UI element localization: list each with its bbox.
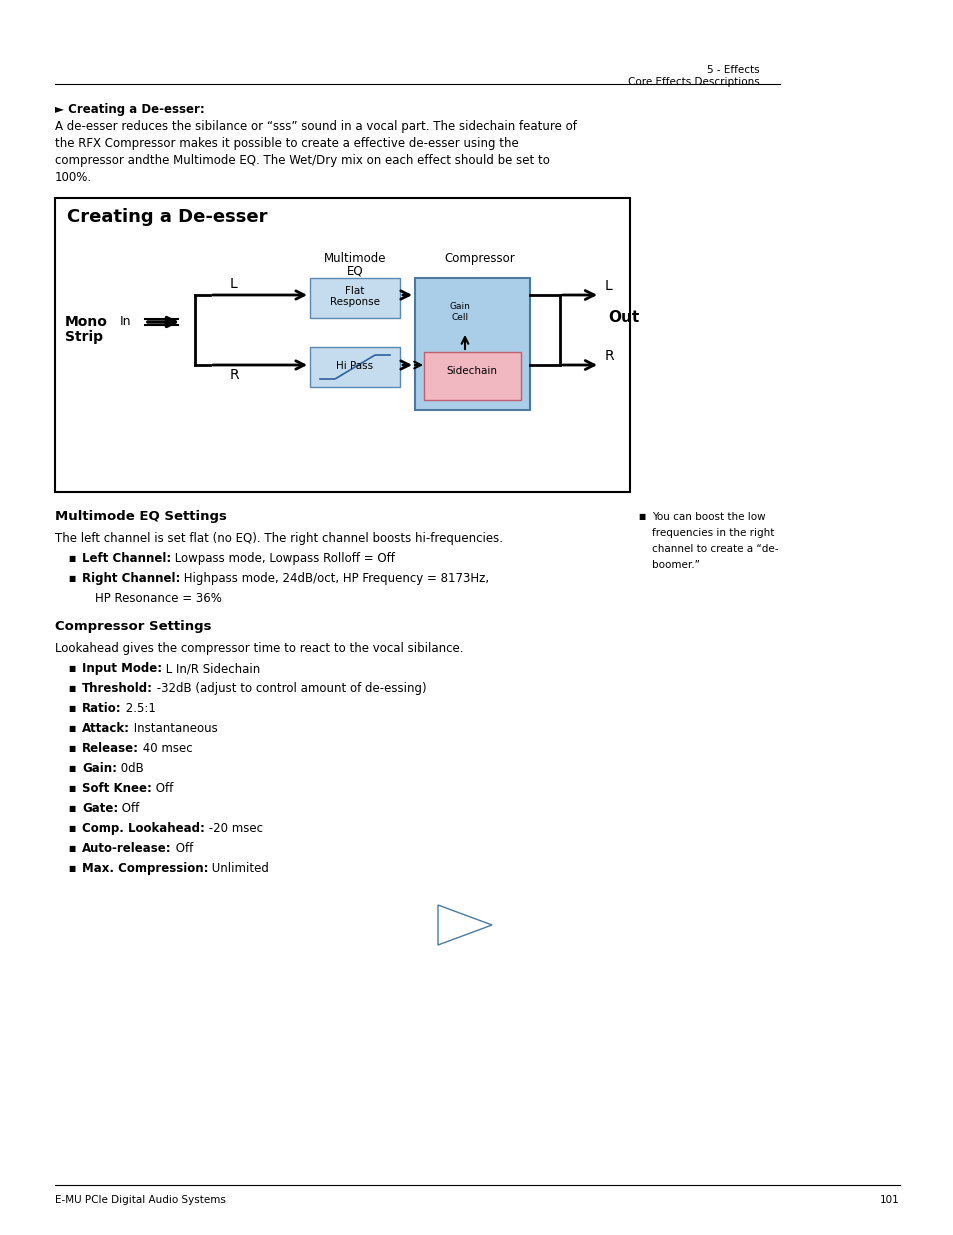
Text: ■: ■ <box>68 574 75 583</box>
Text: ■: ■ <box>68 804 75 813</box>
Text: Hi Pass: Hi Pass <box>336 361 374 370</box>
Text: Ratio:: Ratio: <box>82 701 121 715</box>
Text: Attack:: Attack: <box>82 722 130 735</box>
Text: Strip: Strip <box>65 330 103 345</box>
Bar <box>310 278 399 317</box>
Text: 101: 101 <box>880 1195 899 1205</box>
Text: 100%.: 100%. <box>55 170 92 184</box>
Text: Highpass mode, 24dB/oct, HP Frequency = 8173Hz,: Highpass mode, 24dB/oct, HP Frequency = … <box>180 572 489 585</box>
Text: E-MU PCIe Digital Audio Systems: E-MU PCIe Digital Audio Systems <box>55 1195 226 1205</box>
Text: R: R <box>230 368 239 382</box>
Polygon shape <box>437 905 492 945</box>
Text: ■: ■ <box>68 824 75 832</box>
Text: Instantaneous: Instantaneous <box>130 722 217 735</box>
Text: Gain:: Gain: <box>82 762 117 776</box>
Text: Right Channel:: Right Channel: <box>82 572 180 585</box>
Text: ■: ■ <box>68 844 75 853</box>
Text: Off: Off <box>172 842 193 855</box>
Text: Response: Response <box>330 296 379 308</box>
Text: The left channel is set flat (no EQ). The right channel boosts hi-frequencies.: The left channel is set flat (no EQ). Th… <box>55 532 502 545</box>
Text: Flat: Flat <box>345 287 364 296</box>
Bar <box>310 347 399 387</box>
Text: 5 - Effects: 5 - Effects <box>706 65 760 75</box>
Text: -20 msec: -20 msec <box>205 823 263 835</box>
Text: ■: ■ <box>68 555 75 563</box>
Text: Gain: Gain <box>449 303 470 311</box>
Text: boomer.”: boomer.” <box>651 559 700 571</box>
Text: 2.5:1: 2.5:1 <box>121 701 155 715</box>
Text: Multimode: Multimode <box>323 252 386 266</box>
Text: ■: ■ <box>638 513 644 521</box>
Bar <box>415 278 530 410</box>
Text: EQ: EQ <box>346 266 363 278</box>
Text: Auto-release:: Auto-release: <box>82 842 172 855</box>
Text: L: L <box>230 277 237 291</box>
Bar <box>423 352 520 400</box>
Text: Lowpass mode, Lowpass Rolloff = Off: Lowpass mode, Lowpass Rolloff = Off <box>172 552 395 564</box>
Text: Compressor Settings: Compressor Settings <box>55 620 212 634</box>
Text: ■: ■ <box>68 724 75 734</box>
Text: Sidechain: Sidechain <box>446 366 497 375</box>
Text: 0dB: 0dB <box>117 762 144 776</box>
Text: Mono: Mono <box>65 315 108 329</box>
Text: Creating a De-esser: Creating a De-esser <box>67 207 267 226</box>
Text: ■: ■ <box>68 743 75 753</box>
Text: Lookahead gives the compressor time to react to the vocal sibilance.: Lookahead gives the compressor time to r… <box>55 642 463 655</box>
Text: 40 msec: 40 msec <box>139 742 193 755</box>
Text: Core Effects Descriptions: Core Effects Descriptions <box>628 77 760 86</box>
Text: Threshold:: Threshold: <box>82 682 152 695</box>
Text: Multimode EQ Settings: Multimode EQ Settings <box>55 510 227 522</box>
Text: R: R <box>604 350 614 363</box>
Text: Unlimited: Unlimited <box>209 862 269 876</box>
Text: Left Channel:: Left Channel: <box>82 552 172 564</box>
Text: Max. Compression:: Max. Compression: <box>82 862 209 876</box>
Text: ■: ■ <box>68 664 75 673</box>
Text: ■: ■ <box>68 684 75 693</box>
Text: Cell: Cell <box>451 312 468 322</box>
Text: A de-esser reduces the sibilance or “sss” sound in a vocal part. The sidechain f: A de-esser reduces the sibilance or “sss… <box>55 120 577 133</box>
Text: Soft Knee:: Soft Knee: <box>82 782 152 795</box>
Text: Comp. Lookahead:: Comp. Lookahead: <box>82 823 205 835</box>
Text: Compressor: Compressor <box>444 252 515 266</box>
Text: the RFX Compressor makes it possible to create a effective de-esser using the: the RFX Compressor makes it possible to … <box>55 137 518 149</box>
Text: In: In <box>120 315 132 329</box>
Text: Release:: Release: <box>82 742 139 755</box>
Text: L In/R Sidechain: L In/R Sidechain <box>162 662 260 676</box>
Text: Input Mode:: Input Mode: <box>82 662 162 676</box>
Text: Off: Off <box>118 802 139 815</box>
Text: HP Resonance = 36%: HP Resonance = 36% <box>95 592 222 605</box>
Text: ■: ■ <box>68 784 75 793</box>
Text: channel to create a “de-: channel to create a “de- <box>651 543 778 555</box>
Text: Off: Off <box>152 782 172 795</box>
Bar <box>55 198 629 492</box>
Text: Out: Out <box>607 310 639 325</box>
Text: ► Creating a De-esser:: ► Creating a De-esser: <box>55 103 205 116</box>
Text: compressor andthe Multimode EQ. The Wet/Dry mix on each effect should be set to: compressor andthe Multimode EQ. The Wet/… <box>55 154 549 167</box>
Text: L: L <box>604 279 612 293</box>
Text: frequencies in the right: frequencies in the right <box>651 529 774 538</box>
Text: ■: ■ <box>68 864 75 873</box>
Text: ■: ■ <box>68 704 75 713</box>
Text: Gate:: Gate: <box>82 802 118 815</box>
Text: -32dB (adjust to control amount of de-essing): -32dB (adjust to control amount of de-es… <box>152 682 426 695</box>
Text: You can boost the low: You can boost the low <box>651 513 765 522</box>
Text: ■: ■ <box>68 764 75 773</box>
